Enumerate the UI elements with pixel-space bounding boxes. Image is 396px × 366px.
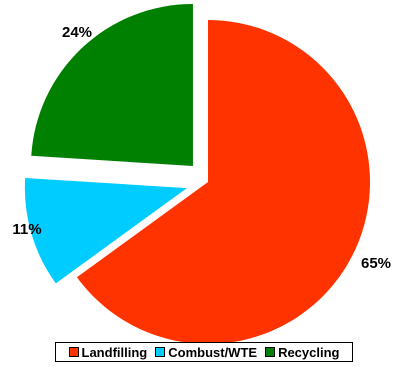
legend-item-landfilling: Landfilling bbox=[68, 344, 148, 360]
legend-item-recycling: Recycling bbox=[265, 345, 339, 360]
data-label-combust-wte: 11% bbox=[12, 221, 41, 238]
legend-label-recycling: Recycling bbox=[278, 344, 340, 360]
chart-legend: Landfilling Combust/WTE Recycling bbox=[55, 342, 353, 362]
legend-label-landfilling: Landfilling bbox=[81, 344, 148, 360]
legend-swatch-recycling bbox=[265, 347, 276, 357]
legend-swatch-combust-wte bbox=[155, 347, 166, 357]
legend-label-combust-wte: Combust/WTE bbox=[168, 344, 258, 360]
pie-slice-recycling bbox=[31, 3, 193, 166]
legend-swatch-landfilling bbox=[68, 347, 79, 357]
legend-item-combust-wte: Combust/WTE bbox=[155, 345, 257, 360]
pie-slice-landfilling bbox=[76, 20, 370, 342]
data-label-recycling: 24% bbox=[62, 24, 92, 41]
pie-slice-combust-wte bbox=[24, 177, 187, 284]
data-label-landfilling: 65% bbox=[361, 255, 391, 272]
pie-chart-svg: 65% 11% 24% bbox=[12, 3, 391, 342]
